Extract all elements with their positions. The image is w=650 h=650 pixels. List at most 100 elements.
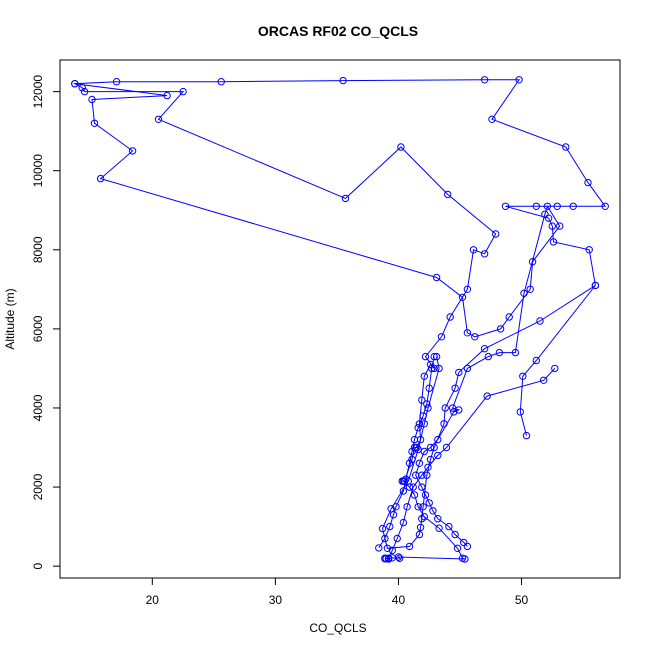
data-point <box>415 459 424 467</box>
data-point <box>420 420 428 428</box>
data-point <box>387 505 395 513</box>
data-point <box>480 76 489 84</box>
data-point <box>419 503 427 511</box>
data-point <box>455 406 463 414</box>
x-axis: 20 30 40 50 <box>146 577 529 607</box>
data-point <box>414 503 422 511</box>
data-point <box>480 345 489 353</box>
y-tick-label: 12000 <box>31 75 45 109</box>
data-point <box>480 250 489 258</box>
data-point <box>90 119 99 128</box>
data-point <box>425 499 433 507</box>
data-point <box>522 431 531 440</box>
data-point <box>381 555 389 563</box>
data-point <box>410 491 419 499</box>
data-point <box>516 408 524 416</box>
data-point <box>424 404 432 412</box>
data-point <box>444 190 452 199</box>
data-point <box>434 515 442 523</box>
data-point <box>425 384 433 392</box>
data-point <box>437 333 446 341</box>
data-point <box>446 313 454 321</box>
data-point <box>541 210 549 218</box>
data-point <box>526 285 534 293</box>
data-point <box>375 544 383 552</box>
y-tick-label: 10000 <box>31 154 45 188</box>
data-point <box>434 435 442 444</box>
data-point <box>569 202 577 211</box>
data-point <box>341 194 350 203</box>
data-point <box>179 87 187 96</box>
x-axis-label: CO_QCLS <box>309 621 366 635</box>
data-point <box>399 487 408 495</box>
data-point <box>434 451 442 460</box>
data-point <box>413 443 421 452</box>
data-point <box>519 372 527 380</box>
y-tick-label: 8000 <box>31 236 45 263</box>
data-point <box>163 91 171 100</box>
y-tick-label: 0 <box>31 562 45 569</box>
data-point <box>383 544 392 552</box>
x-tick-label: 40 <box>392 593 406 607</box>
data-point <box>601 202 609 211</box>
data-point <box>128 147 137 155</box>
data-point <box>428 364 436 373</box>
y-tick-label: 4000 <box>31 394 45 421</box>
data-point <box>426 360 435 369</box>
data-point <box>469 246 478 254</box>
data-point <box>410 443 419 452</box>
data-point <box>405 542 414 551</box>
data-point <box>435 364 443 373</box>
data-point <box>520 289 528 297</box>
data-point <box>420 513 428 521</box>
data-point <box>484 352 492 361</box>
series-line <box>378 356 435 549</box>
data-point <box>445 522 453 531</box>
data-point <box>549 238 558 246</box>
data-point <box>556 222 564 230</box>
data-point <box>432 273 441 282</box>
data-point <box>414 445 422 454</box>
data-point <box>483 392 491 400</box>
data-point <box>532 356 540 365</box>
data-point <box>430 443 438 452</box>
series-line <box>72 79 607 560</box>
data-point <box>112 78 121 86</box>
data-point <box>495 348 504 357</box>
data-point <box>430 364 438 373</box>
data-point <box>421 352 430 361</box>
data-point <box>532 202 540 211</box>
data-point <box>410 435 419 444</box>
data-point <box>451 530 459 539</box>
data-point <box>501 202 510 211</box>
data-point <box>397 143 405 151</box>
data-point <box>418 471 426 479</box>
data-point <box>562 143 570 151</box>
data-point <box>460 538 468 547</box>
data-point <box>414 424 422 432</box>
data-point <box>416 523 425 532</box>
data-point <box>420 372 428 380</box>
data-point <box>423 400 431 408</box>
data-point <box>584 178 592 187</box>
data-point <box>396 554 404 562</box>
data-point <box>463 542 472 551</box>
x-tick-label: 20 <box>146 593 160 607</box>
data-point <box>386 522 394 531</box>
data-point <box>409 483 417 491</box>
data-point <box>415 530 424 539</box>
data-point <box>543 202 552 211</box>
data-point <box>388 546 396 554</box>
data-point <box>423 471 431 479</box>
data-point <box>80 87 89 96</box>
data-point <box>458 293 467 301</box>
data-point <box>528 258 537 266</box>
data-point <box>463 329 472 337</box>
data-point <box>458 554 467 562</box>
x-tick-label: 50 <box>515 593 529 607</box>
data-point <box>381 534 389 543</box>
data-point <box>511 348 520 357</box>
data-point <box>71 80 79 88</box>
data-point <box>430 352 438 361</box>
